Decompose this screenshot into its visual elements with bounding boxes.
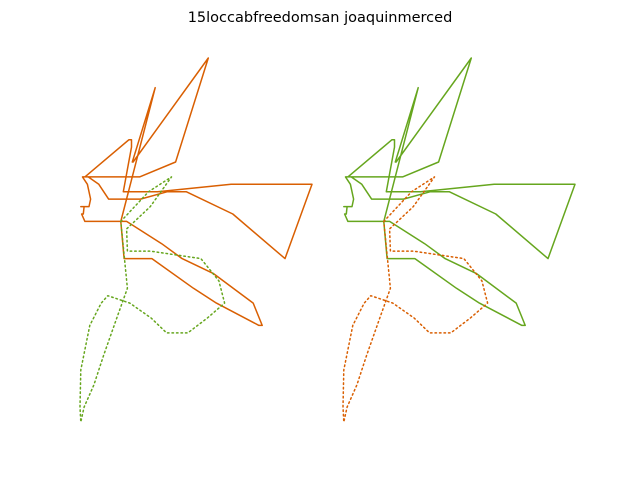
chart-title: 15loccabfreedomsan joaquinmerced xyxy=(188,10,453,26)
series-line-right-1 xyxy=(343,57,576,327)
panel-left xyxy=(79,57,313,423)
series-line-left-1 xyxy=(80,57,313,327)
series-line-right-2 xyxy=(342,176,489,423)
series-line-left-2 xyxy=(79,176,226,423)
panel-right xyxy=(342,57,576,423)
